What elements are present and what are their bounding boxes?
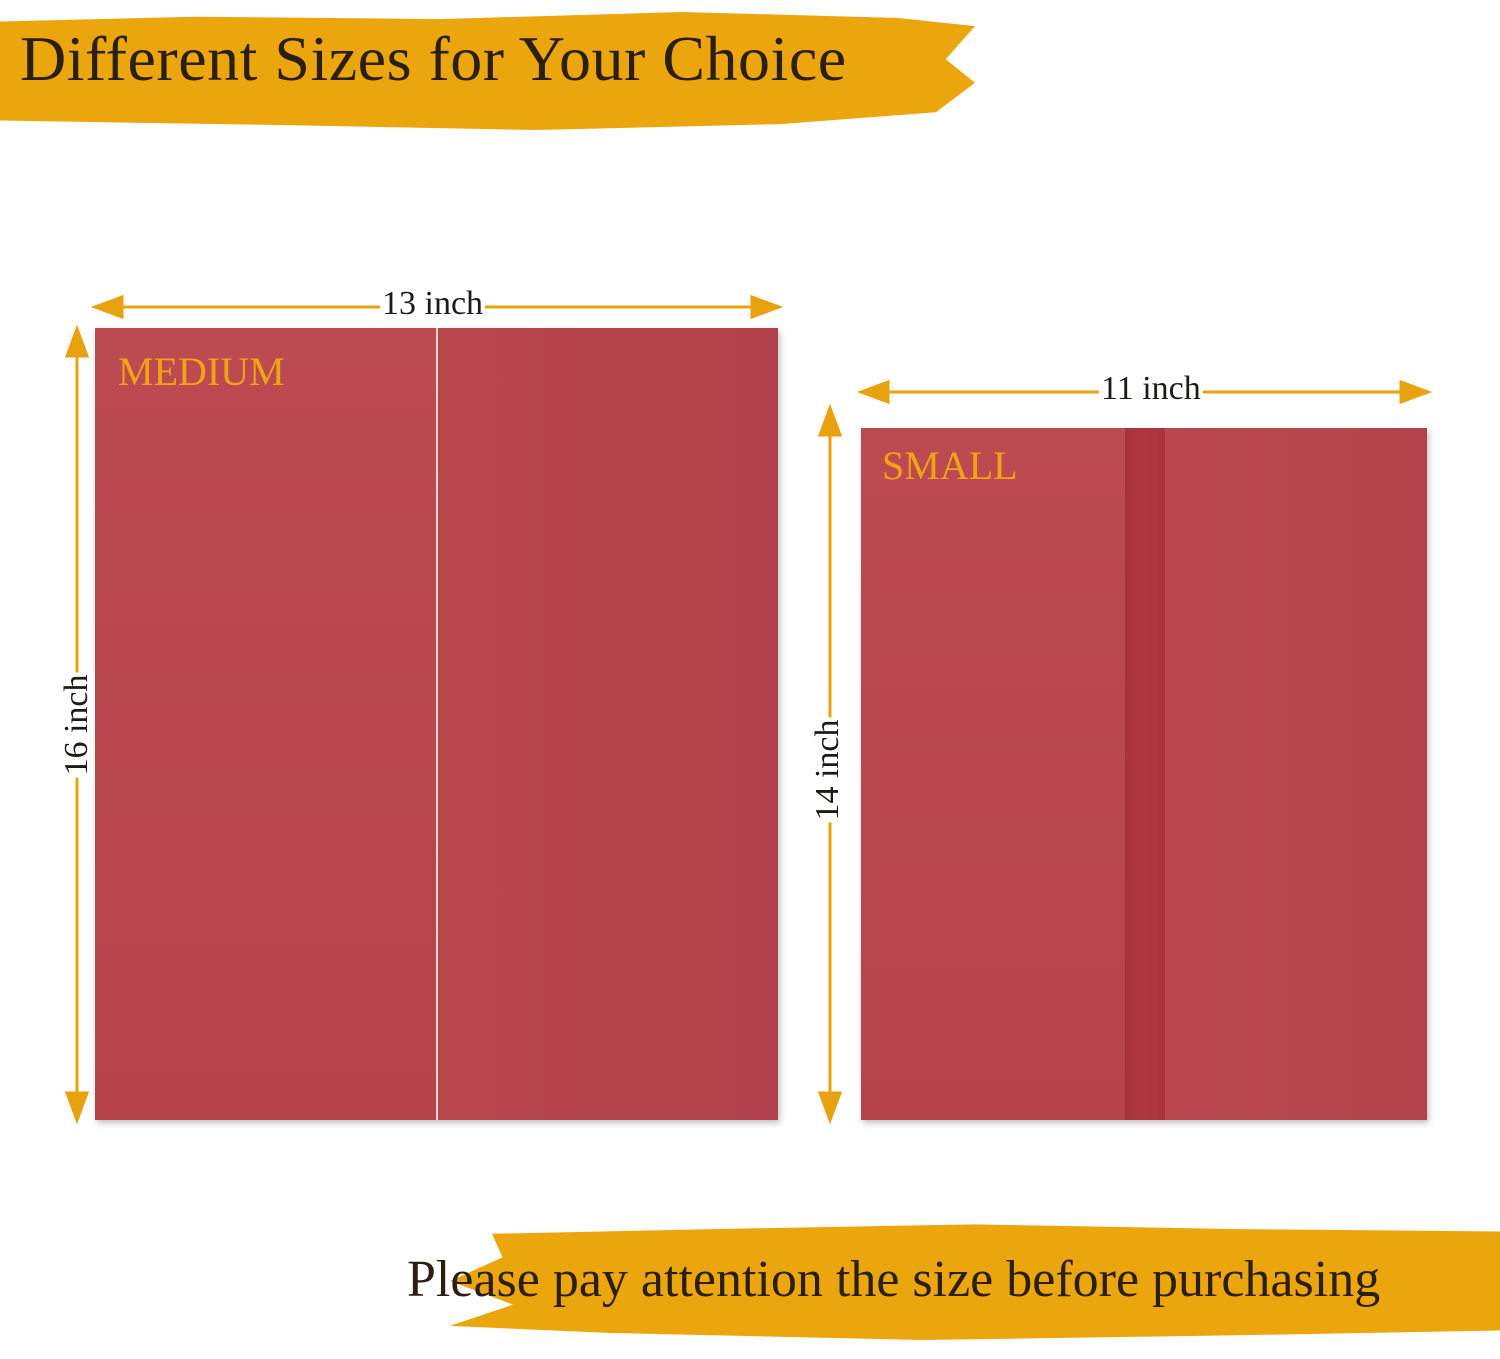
arrow-head-icon <box>64 1091 90 1125</box>
small-height-label: 14 inch <box>809 717 846 823</box>
arrow-head-icon <box>64 324 90 358</box>
arrow-head-icon <box>817 403 843 437</box>
medium-fold-line <box>436 328 438 1120</box>
small-left-panel <box>861 428 1125 1120</box>
size-notice: Please pay attention the size before pur… <box>407 1251 1381 1308</box>
medium-left-panel <box>95 328 436 1120</box>
arrow-head-icon <box>90 294 124 320</box>
arrow-head-icon <box>1399 379 1433 405</box>
arrow-head-icon <box>750 294 784 320</box>
arrow-head-icon <box>856 379 890 405</box>
medium-right-panel <box>438 328 778 1120</box>
small-width-label: 11 inch <box>1099 370 1203 407</box>
medium-folder: MEDIUM <box>95 328 778 1120</box>
footer-brush-banner <box>450 1224 1500 1340</box>
small-folder: SMALL <box>861 428 1427 1120</box>
medium-height-label: 16 inch <box>58 672 95 778</box>
small-label: SMALL <box>882 443 1018 488</box>
page-title: Different Sizes for Your Choice <box>20 23 847 94</box>
small-right-panel <box>1165 428 1427 1120</box>
title-brush-banner <box>0 12 975 130</box>
arrow-head-icon <box>817 1091 843 1125</box>
small-spine <box>1125 428 1165 1120</box>
medium-label: MEDIUM <box>118 349 285 394</box>
medium-width-label: 13 inch <box>380 285 486 322</box>
